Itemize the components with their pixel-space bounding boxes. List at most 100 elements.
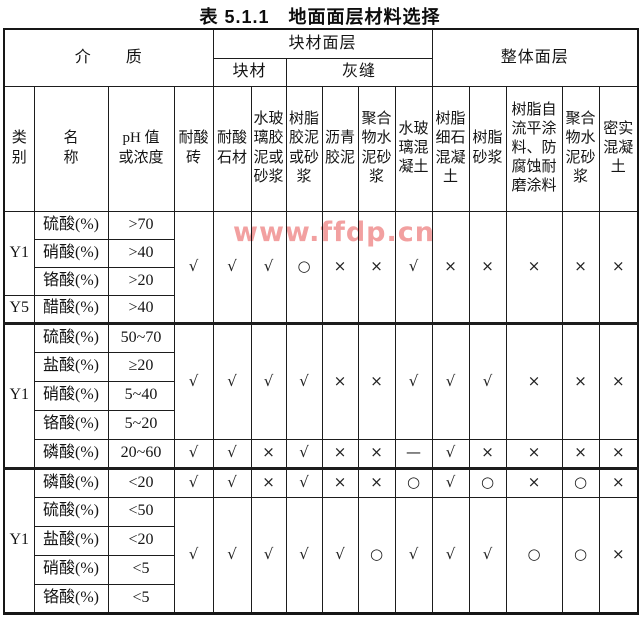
- mark-cell: √: [394, 210, 433, 324]
- group-header-medium: 介 质: [3, 28, 214, 87]
- ph-value-cell: 50~70: [107, 321, 175, 353]
- mark-cell: ×: [321, 466, 359, 498]
- category-cell: Y1: [3, 321, 35, 469]
- mark-cell: √: [212, 496, 252, 614]
- ph-value-cell: >40: [107, 238, 175, 268]
- group-header-joint: 灰缝: [285, 57, 433, 87]
- mark-cell: ×: [468, 438, 507, 469]
- ph-value-cell: ≥20: [107, 351, 175, 382]
- medium-name-cell: 硫酸(%): [33, 496, 109, 527]
- col-header-acid-brick: 耐酸 砖: [173, 85, 214, 212]
- group-header-block-layer: 块材面层: [212, 28, 433, 59]
- ph-value-cell: <50: [107, 496, 175, 527]
- col-header-polymer-cement-mortar: 聚合 物水 泥砂 浆: [357, 85, 396, 212]
- mark-cell: √: [468, 496, 507, 614]
- table-row: Y1 硫酸(%) >70 √ √ √ ○ × × √ × × × × ×: [3, 210, 639, 324]
- col-header-resin-fine-concrete: 树脂 细石 混凝 土: [431, 85, 470, 212]
- medium-name-cell: 盐酸(%): [33, 525, 109, 556]
- mark-cell: ×: [561, 321, 600, 440]
- table-row: 硫酸(%) <50 √ √ √ √ √ ○ √ √ √ ○ ○ ×: [4, 496, 639, 614]
- col-header-water-glass-mortar: 水玻 璃胶 泥或 砂浆: [250, 85, 287, 212]
- col-header-resin-self-leveling-coating: 树脂自 流平涂 料、防 腐蚀耐 磨涂料: [505, 85, 563, 212]
- header-row-columns: 类 别 名 称 pH 值 或浓度 耐酸 砖 耐酸 石材 水玻 璃胶 泥或 砂浆 …: [3, 85, 639, 212]
- mark-cell: ×: [431, 210, 470, 324]
- col-header-acid-stone: 耐酸 石材: [212, 85, 252, 212]
- mark-cell: ×: [505, 466, 563, 498]
- mark-cell: √: [173, 210, 214, 324]
- mark-cell: ×: [321, 321, 359, 440]
- mark-cell: √: [468, 321, 507, 440]
- mark-cell: ×: [321, 210, 359, 324]
- ph-value-cell: 5~20: [107, 409, 175, 440]
- ph-value-cell: <5: [107, 583, 175, 614]
- mark-cell: √: [431, 321, 470, 440]
- col-header-category: 类 别: [3, 85, 35, 212]
- mark-cell: ×: [357, 438, 396, 469]
- mark-cell: √: [394, 496, 433, 614]
- mark-cell: ×: [598, 321, 639, 440]
- col-header-ph: pH 值 或浓度: [107, 85, 175, 212]
- ph-value-cell: >40: [107, 294, 175, 324]
- table-row: 盐酸(%) ≥20: [4, 351, 638, 382]
- mark-cell: ×: [357, 466, 396, 498]
- mark-cell: √: [431, 466, 470, 498]
- medium-name-cell: 硫酸(%): [33, 321, 109, 353]
- mark-cell: ○: [505, 496, 563, 614]
- medium-name-cell: 硝酸(%): [33, 380, 109, 411]
- table-row: Y1 磷酸(%) <20 √ √ × √ × × ○ √ ○ × ○ ×: [3, 466, 639, 614]
- mark-cell: √: [250, 321, 287, 440]
- mark-cell: ○: [468, 466, 507, 498]
- col-header-resin-sand-mortar: 树脂 砂浆: [468, 85, 507, 212]
- mark-cell: √: [173, 438, 214, 469]
- mark-cell: √: [212, 321, 252, 440]
- mark-cell: ×: [321, 438, 359, 469]
- medium-name-cell: 硝酸(%): [33, 238, 109, 268]
- mark-cell: √: [250, 210, 287, 324]
- mark-cell: ×: [357, 210, 396, 324]
- ph-value-cell: <20: [107, 525, 175, 556]
- table-row: Y1 硫酸(%) 50~70 √ √ √ √ × × √ √ √ × × ×: [3, 321, 639, 469]
- mark-cell: √: [173, 321, 214, 440]
- medium-name-cell: 硫酸(%): [33, 210, 109, 240]
- table-row: 盐酸(%) <20: [4, 525, 638, 556]
- mark-cell: √: [285, 321, 323, 440]
- mark-cell: √: [321, 496, 359, 614]
- medium-name-cell: 磷酸(%): [33, 438, 109, 469]
- table-row: 硝酸(%) >40: [4, 238, 638, 268]
- ph-value-cell: 5~40: [107, 380, 175, 411]
- category-cell: Y1: [3, 210, 35, 296]
- ph-value-cell: <5: [107, 554, 175, 585]
- mark-cell: ×: [561, 210, 600, 324]
- ph-value-cell: 20~60: [107, 438, 175, 469]
- medium-name-cell: 盐酸(%): [33, 351, 109, 382]
- group-header-monolithic-layer: 整体面层: [431, 28, 639, 87]
- table-row: 铬酸(%) <5: [4, 583, 638, 614]
- table-row: 铬酸(%) >20: [4, 266, 638, 296]
- mark-cell: √: [285, 438, 323, 469]
- table-row: 硝酸(%) 5~40: [4, 380, 638, 411]
- col-header-water-glass-concrete: 水玻 璃混 凝土: [394, 85, 433, 212]
- medium-name-cell: 铬酸(%): [33, 583, 109, 614]
- medium-name-cell: 磷酸(%): [33, 466, 109, 498]
- table-row: 磷酸(%) 20~60 √ √ × √ × × — √ × × × ×: [4, 438, 639, 469]
- table-row: 铬酸(%) 5~20: [4, 409, 638, 440]
- mark-cell: √: [431, 438, 470, 469]
- mark-cell: √: [285, 496, 323, 614]
- medium-name-cell: 醋酸(%): [33, 294, 109, 324]
- mark-cell: √: [212, 210, 252, 324]
- mark-cell: ×: [468, 210, 507, 324]
- mark-cell: √: [212, 438, 252, 469]
- mark-cell: ○: [357, 496, 396, 614]
- mark-cell: ○: [561, 466, 600, 498]
- table-title: 表 5.1.1 地面面层材料选择: [199, 7, 441, 27]
- materials-table: 介 质 块材面层 整体面层 块材 灰缝 类 别 名 称 pH 值 或浓度 耐酸 …: [3, 28, 640, 615]
- mark-cell: ×: [598, 466, 639, 498]
- header-row-groups: 介 质 块材面层 整体面层: [3, 28, 639, 87]
- col-header-asphalt-mastic: 沥青 胶泥: [321, 85, 359, 212]
- col-header-dense-concrete: 密实 混凝 土: [598, 85, 639, 212]
- mark-cell: ×: [250, 438, 287, 469]
- mark-cell: √: [285, 466, 323, 498]
- medium-name-cell: 铬酸(%): [33, 409, 109, 440]
- medium-name-cell: 铬酸(%): [33, 266, 109, 296]
- mark-cell: √: [394, 321, 433, 440]
